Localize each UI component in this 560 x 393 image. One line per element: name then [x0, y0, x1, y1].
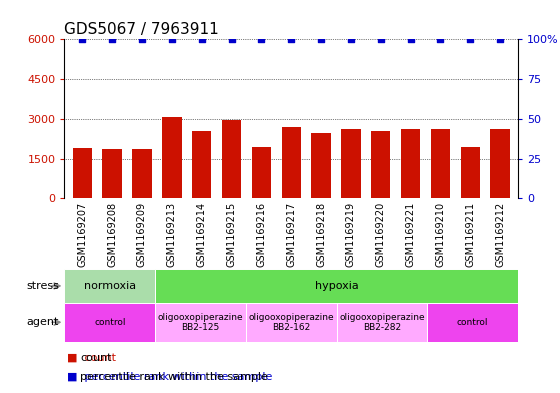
Text: GSM1169216: GSM1169216 [256, 202, 267, 267]
Text: GSM1169214: GSM1169214 [197, 202, 207, 267]
Point [108, 36, 116, 42]
Bar [162, 117, 181, 198]
Point [287, 36, 296, 42]
Point [78, 36, 87, 42]
Point [167, 36, 176, 42]
Text: normoxia: normoxia [83, 281, 136, 291]
Point [376, 36, 385, 42]
Text: control: control [94, 318, 125, 327]
Bar [192, 130, 211, 198]
Text: percentile rank within the sample: percentile rank within the sample [80, 372, 268, 382]
Text: hypoxia: hypoxia [315, 281, 358, 291]
Bar [341, 129, 361, 198]
Point [347, 36, 356, 42]
Text: GSM1169212: GSM1169212 [495, 202, 505, 267]
Bar [431, 129, 450, 198]
Bar [311, 134, 331, 198]
Point [496, 36, 505, 42]
Text: count: count [80, 353, 111, 363]
Text: GSM1169211: GSM1169211 [465, 202, 475, 267]
Text: oligooxopiperazine
BB2-125: oligooxopiperazine BB2-125 [158, 312, 243, 332]
Text: GSM1169218: GSM1169218 [316, 202, 326, 267]
Text: GSM1169213: GSM1169213 [167, 202, 177, 267]
Text: GSM1169219: GSM1169219 [346, 202, 356, 267]
Text: oligooxopiperazine
BB2-282: oligooxopiperazine BB2-282 [339, 312, 424, 332]
Text: stress: stress [26, 281, 59, 291]
Text: GSM1169209: GSM1169209 [137, 202, 147, 267]
Text: ■  percentile rank within the sample: ■ percentile rank within the sample [67, 372, 273, 382]
Bar [155, 269, 518, 303]
Text: ■  count: ■ count [67, 353, 116, 363]
Text: GSM1169207: GSM1169207 [77, 202, 87, 267]
Bar [64, 303, 155, 342]
Text: GSM1169210: GSM1169210 [436, 202, 445, 267]
Text: GSM1169220: GSM1169220 [376, 202, 386, 267]
Point [406, 36, 415, 42]
Bar [251, 147, 271, 198]
Point [436, 36, 445, 42]
Bar [222, 120, 241, 198]
Bar [282, 127, 301, 198]
Point [138, 36, 147, 42]
Bar [337, 303, 427, 342]
Text: GSM1169208: GSM1169208 [107, 202, 117, 267]
Bar [246, 303, 337, 342]
Bar [460, 147, 480, 198]
Text: GSM1169215: GSM1169215 [226, 202, 236, 267]
Bar [155, 303, 246, 342]
Text: GSM1169217: GSM1169217 [286, 202, 296, 267]
Text: control: control [457, 318, 488, 327]
Bar [401, 129, 420, 198]
Point [197, 36, 206, 42]
Point [316, 36, 325, 42]
Text: oligooxopiperazine
BB2-162: oligooxopiperazine BB2-162 [249, 312, 334, 332]
Bar [371, 130, 390, 198]
Point [257, 36, 266, 42]
Text: GSM1169221: GSM1169221 [405, 202, 416, 267]
Bar [132, 149, 152, 198]
Point [466, 36, 475, 42]
Bar [64, 269, 155, 303]
Bar [73, 148, 92, 198]
Bar [427, 303, 518, 342]
Point [227, 36, 236, 42]
Bar [102, 149, 122, 198]
Text: agent: agent [26, 317, 59, 327]
Text: GDS5067 / 7963911: GDS5067 / 7963911 [64, 22, 219, 37]
Bar [491, 129, 510, 198]
